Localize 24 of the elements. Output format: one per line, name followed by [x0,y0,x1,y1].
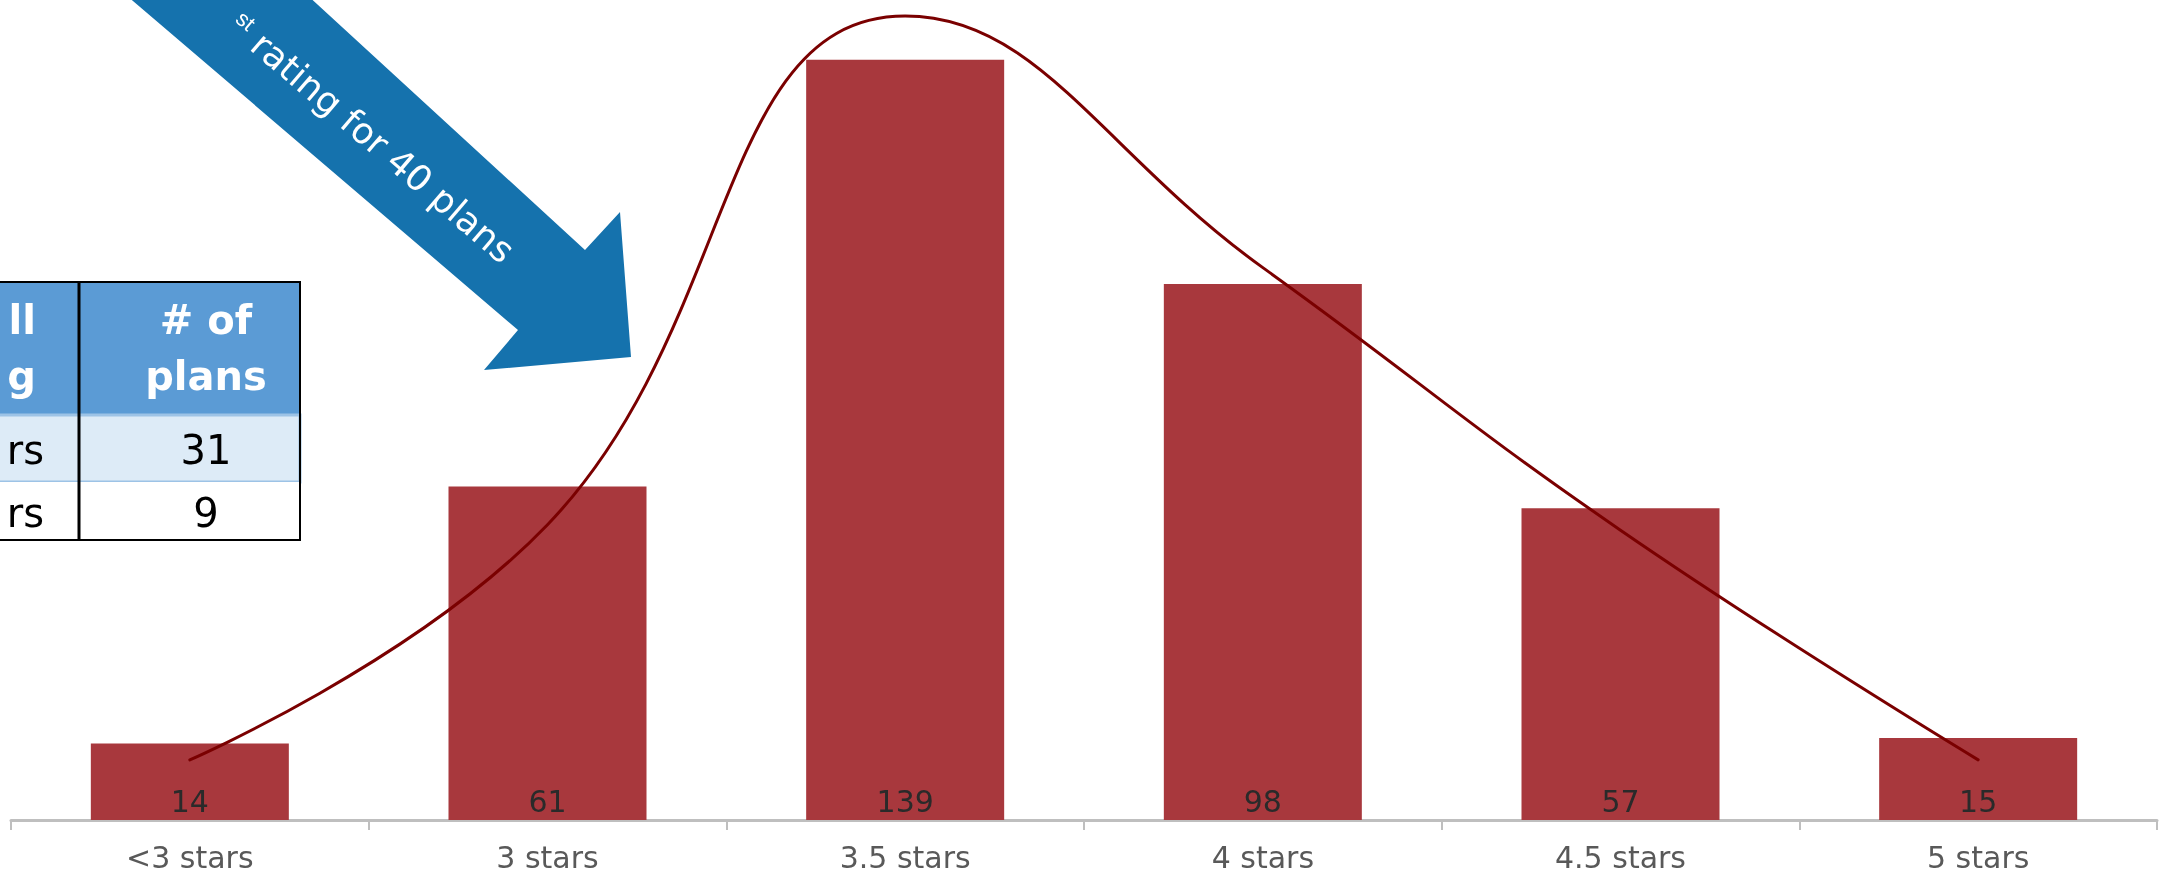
annotation: 31 [180,427,232,473]
x-tick-label: 4 stars [1211,839,1315,875]
data-label: 15 [1959,783,1998,819]
annotation: # of plans [145,297,267,399]
bar [1879,737,2078,820]
annotation: rs [6,490,44,536]
data-label: 61 [528,783,567,819]
x-tick-label: 5 stars [1926,839,2030,875]
x-tick-label: 3 stars [496,839,599,875]
bar [1521,508,1720,820]
annotation: ll g [7,297,36,399]
bar [1163,284,1362,820]
data-label: 14 [170,783,209,819]
data-label: 57 [1601,783,1640,819]
x-tick-label: 3.5 stars [839,839,971,875]
bar [448,486,647,820]
bar [90,743,289,820]
annotation: rs [6,427,44,473]
annotation: 9 [193,490,219,536]
bar [806,59,1005,820]
data-label: 139 [876,783,934,819]
x-tick-label: <3 stars [126,839,254,875]
data-label: 98 [1243,783,1282,819]
x-tick-label: 4.5 stars [1555,839,1686,875]
